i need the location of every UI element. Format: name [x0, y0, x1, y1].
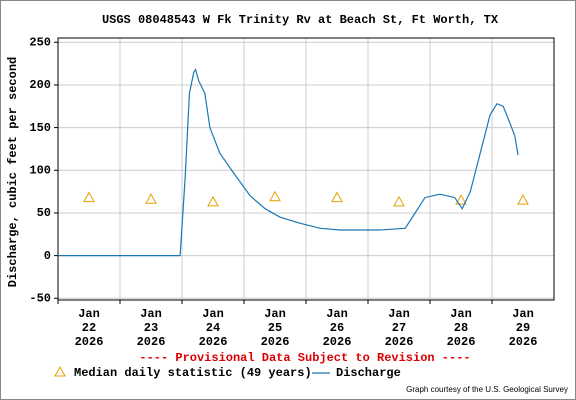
x-tick-label: Jan 24 2026 — [199, 307, 228, 349]
legend-label: Median daily statistic (49 years) — [74, 366, 312, 380]
median-marker — [269, 190, 281, 202]
median-marker — [145, 193, 157, 204]
median-marker — [83, 191, 95, 203]
median-marker — [393, 195, 405, 207]
median-marker — [455, 194, 467, 205]
x-tick-label: Jan 23 2026 — [137, 307, 166, 349]
median-marker — [207, 195, 219, 207]
median-marker — [331, 191, 343, 203]
x-tick-label: Jan 22 2026 — [75, 307, 104, 349]
x-tick-label: Jan 28 2026 — [447, 307, 476, 349]
x-tick-label: Jan 27 2026 — [385, 307, 414, 349]
x-tick-label: Jan 26 2026 — [323, 307, 352, 349]
chart-title: USGS 08048543 W Fk Trinity Rv at Beach S… — [102, 13, 499, 27]
y-tick-label: 0 — [44, 249, 51, 263]
y-tick-label: -50 — [29, 291, 51, 305]
discharge-line — [58, 68, 519, 257]
x-tick-label: Jan 25 2026 — [261, 307, 290, 349]
plot-border — [57, 37, 555, 301]
y-tick-label: 100 — [29, 163, 51, 177]
legend-marker — [54, 365, 66, 377]
y-axis-label: Discharge, cubic feet per second — [6, 57, 20, 287]
y-tick-label: 150 — [29, 121, 51, 135]
y-tick-label: 200 — [29, 78, 51, 92]
median-marker — [517, 194, 529, 205]
provisional-note: ---- Provisional Data Subject to Revisio… — [139, 351, 470, 365]
x-tick-label: Jan 29 2026 — [509, 307, 538, 349]
y-tick-label: 250 — [29, 35, 51, 49]
credit: Graph courtesy of the U.S. Geological Su… — [406, 385, 568, 394]
legend-label: Discharge — [336, 366, 401, 380]
y-tick-label: 50 — [37, 206, 51, 220]
